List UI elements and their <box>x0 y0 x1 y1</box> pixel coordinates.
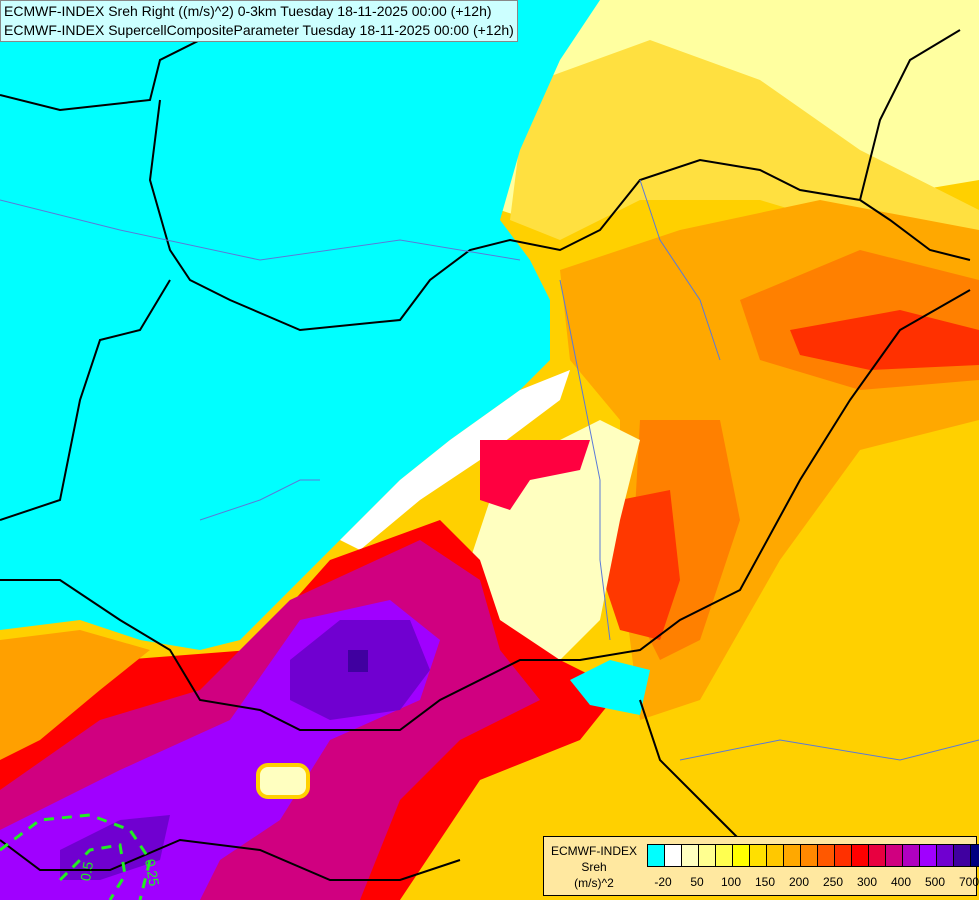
legend-swatch <box>886 845 903 866</box>
legend-swatch <box>750 845 767 866</box>
legend-tick-label: 400 <box>890 875 912 889</box>
legend-tick-label: -20 <box>654 875 672 889</box>
legend-swatch <box>818 845 835 866</box>
legend-tick-label: 50 <box>690 875 704 889</box>
legend-swatch <box>784 845 801 866</box>
field-white-edge <box>340 370 570 550</box>
map-title-box: ECMWF-INDEX Sreh Right ((m/s)^2) 0-3km T… <box>0 0 518 42</box>
legend-swatch <box>767 845 784 866</box>
legend-swatch <box>937 845 954 866</box>
scp-contours <box>0 813 152 900</box>
legend-swatch <box>852 845 869 866</box>
legend-title-unit: (m/s)^2 <box>574 876 614 890</box>
legend-swatch <box>954 845 971 866</box>
rivers <box>0 179 979 761</box>
field-yellow-north <box>510 40 979 260</box>
contour-label-0-25: 0.25 <box>142 858 163 888</box>
legend-swatch <box>665 845 682 866</box>
contour-label-0-5: 0.5 <box>77 860 96 882</box>
field-darkpurple-core <box>348 650 368 672</box>
field-red-blob <box>480 440 590 510</box>
legend-tick-label: 100 <box>720 875 742 889</box>
legend-swatch <box>733 845 750 866</box>
legend-colorbar <box>647 844 979 867</box>
country-borders <box>0 9 971 881</box>
legend-title-index: ECMWF-INDEX <box>551 844 637 858</box>
field-orange-southwest <box>0 630 150 760</box>
legend-swatch <box>971 845 979 866</box>
legend-tick-label: 150 <box>754 875 776 889</box>
legend-swatch <box>835 845 852 866</box>
title-line-1: ECMWF-INDEX Sreh Right ((m/s)^2) 0-3km T… <box>4 3 492 19</box>
legend-swatch <box>699 845 716 866</box>
legend-title-param: Sreh <box>581 860 607 874</box>
legend-tick-label: 250 <box>822 875 844 889</box>
legend-swatch <box>903 845 920 866</box>
legend-swatch <box>920 845 937 866</box>
legend-tick-label: 500 <box>924 875 946 889</box>
legend-tick-label: 200 <box>788 875 810 889</box>
field-purple-sw <box>60 815 170 880</box>
legend-title: ECMWF-INDEX Sreh (m/s)^2 <box>548 843 640 891</box>
field-red-east <box>790 310 979 370</box>
legend-swatch <box>801 845 818 866</box>
legend-swatch <box>648 845 665 866</box>
legend-swatch <box>682 845 699 866</box>
legend-tick-label: 300 <box>856 875 878 889</box>
field-red-central <box>600 490 680 640</box>
field-cyan-south <box>570 660 650 715</box>
field-pale-blob <box>256 763 310 799</box>
title-line-2: ECMWF-INDEX SupercellCompositeParameter … <box>4 22 514 38</box>
legend-tick-label: 700 <box>958 875 979 889</box>
legend-swatch <box>869 845 886 866</box>
color-legend: ECMWF-INDEX Sreh (m/s)^2 -20 50 100 150 200 2… <box>543 836 979 896</box>
legend-swatch <box>716 845 733 866</box>
field-cyan-west <box>0 0 600 650</box>
